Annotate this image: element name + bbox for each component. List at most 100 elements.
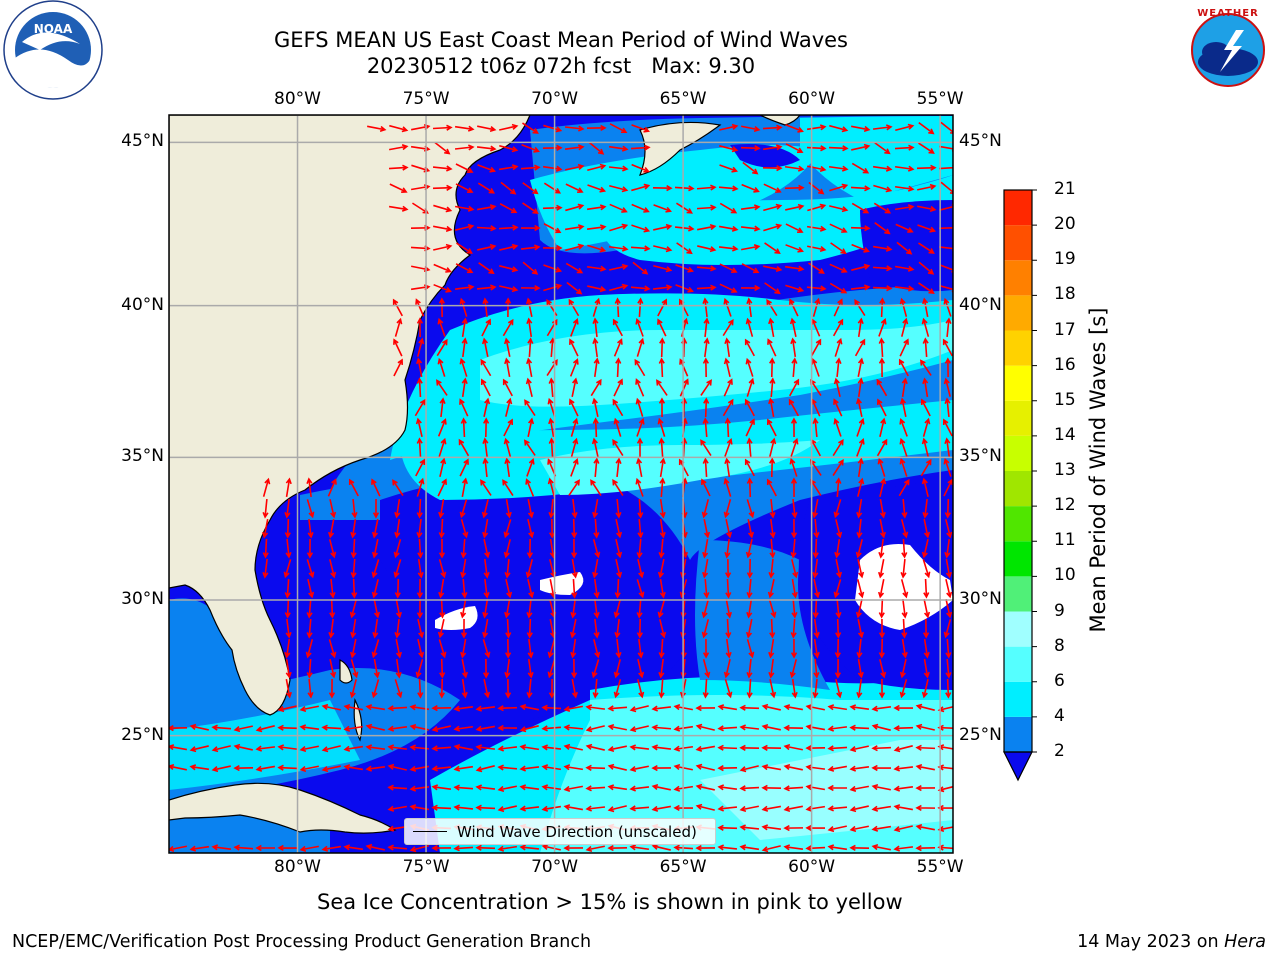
wave-direction-arrow <box>857 658 864 679</box>
wave-direction-arrow <box>827 704 848 711</box>
wave-direction-arrow <box>477 182 496 194</box>
wave-direction-arrow <box>612 398 624 417</box>
wave-direction-arrow <box>371 478 381 497</box>
wave-direction-arrow <box>526 457 535 477</box>
wave-direction-arrow <box>893 785 914 792</box>
wave-direction-arrow <box>829 282 848 294</box>
wave-direction-arrow <box>719 202 738 214</box>
wave-direction-arrow <box>717 704 738 711</box>
wave-direction-arrow <box>520 224 541 232</box>
wave-direction-arrow <box>587 184 607 193</box>
wave-direction-arrow <box>812 538 819 559</box>
wave-direction-arrow <box>350 518 357 539</box>
wave-direction-arrow <box>438 639 447 659</box>
wave-direction-arrow <box>637 498 644 519</box>
wave-direction-arrow <box>372 618 379 639</box>
wave-direction-arrow <box>614 578 621 599</box>
wave-direction-arrow <box>856 579 865 599</box>
wave-direction-arrow <box>394 578 401 599</box>
wave-direction-arrow <box>658 437 665 458</box>
wave-direction-arrow <box>306 658 313 679</box>
wave-direction-arrow <box>502 318 514 337</box>
wave-direction-arrow <box>938 224 953 231</box>
wave-direction-arrow <box>439 598 446 619</box>
wave-direction-arrow <box>944 437 951 458</box>
wave-direction-arrow <box>482 297 489 318</box>
wave-direction-arrow <box>481 318 492 337</box>
wave-direction-arrow <box>636 579 645 599</box>
wave-direction-arrow <box>588 141 605 155</box>
wave-direction-arrow <box>717 844 738 851</box>
wave-direction-arrow <box>632 261 649 275</box>
wave-direction-arrow <box>789 378 800 397</box>
wave-direction-arrow <box>656 379 668 396</box>
wave-direction-arrow <box>917 224 937 233</box>
wave-direction-arrow <box>695 723 715 731</box>
wave-direction-arrow <box>790 538 797 559</box>
wave-direction-arrow <box>702 659 711 679</box>
wave-direction-arrow <box>609 223 629 232</box>
wave-direction-arrow <box>901 377 908 398</box>
wave-direction-arrow <box>607 844 628 852</box>
wave-direction-arrow <box>525 559 534 579</box>
colorbar-segment <box>1004 225 1032 261</box>
wave-direction-arrow <box>761 703 781 711</box>
wave-direction-arrow <box>629 725 649 733</box>
wave-direction-arrow <box>306 477 313 498</box>
wave-direction-arrow <box>766 298 778 317</box>
wave-direction-arrow <box>233 764 254 772</box>
wave-direction-arrow <box>371 519 379 539</box>
wave-direction-arrow <box>893 765 914 772</box>
wave-direction-arrow <box>609 184 629 193</box>
wave-direction-arrow <box>587 285 607 293</box>
wave-direction-arrow <box>477 164 497 173</box>
wave-direction-arrow <box>719 145 739 153</box>
wave-direction-arrow <box>783 724 804 732</box>
wave-direction-arrow <box>343 725 364 732</box>
wave-direction-arrow <box>920 458 932 477</box>
wave-direction-arrow <box>590 479 602 496</box>
legend-label: Wind Wave Direction (unscaled) <box>457 822 697 841</box>
wave-direction-arrow <box>436 338 448 357</box>
lat-label-left: 45°N <box>121 131 164 152</box>
wave-direction-arrow <box>923 599 931 619</box>
wave-direction-arrow <box>923 519 931 539</box>
wave-direction-arrow <box>211 724 232 731</box>
wave-direction-arrow <box>321 765 341 773</box>
wave-direction-arrow <box>498 164 519 171</box>
wave-direction-arrow <box>437 357 446 377</box>
wave-direction-arrow <box>306 618 313 639</box>
wave-direction-arrow <box>607 705 628 712</box>
wave-direction-arrow <box>592 559 599 579</box>
wave-direction-arrow <box>629 744 650 751</box>
wave-direction-arrow <box>790 638 798 659</box>
wave-direction-arrow <box>635 477 644 497</box>
wave-direction-arrow <box>696 284 717 291</box>
wave-direction-arrow <box>415 659 424 679</box>
wave-direction-arrow <box>416 498 423 519</box>
wave-direction-arrow <box>541 725 562 732</box>
wave-direction-arrow <box>563 724 584 731</box>
wave-direction-arrow <box>592 499 599 519</box>
wave-direction-arrow <box>746 639 755 659</box>
nws-logo-icon: WEATHER <box>1180 2 1276 98</box>
wave-direction-arrow <box>657 559 665 579</box>
wave-direction-arrow <box>673 704 693 711</box>
wave-direction-arrow <box>675 264 695 273</box>
wave-direction-arrow <box>766 418 777 437</box>
wave-direction-arrow <box>371 539 379 559</box>
lat-label-right: 30°N <box>959 588 1002 609</box>
wave-direction-arrow <box>901 598 908 619</box>
wave-direction-arrow <box>791 598 798 619</box>
wave-direction-arrow <box>922 618 930 639</box>
wave-direction-arrow <box>725 638 732 659</box>
wave-direction-arrow <box>612 438 624 457</box>
wave-direction-arrow <box>329 499 337 519</box>
wave-direction-arrow <box>387 844 408 851</box>
wave-direction-arrow <box>460 558 467 579</box>
wave-direction-arrow <box>543 223 562 234</box>
wave-direction-arrow <box>284 578 291 599</box>
wave-direction-arrow <box>372 498 380 519</box>
wave-direction-arrow <box>764 242 781 255</box>
